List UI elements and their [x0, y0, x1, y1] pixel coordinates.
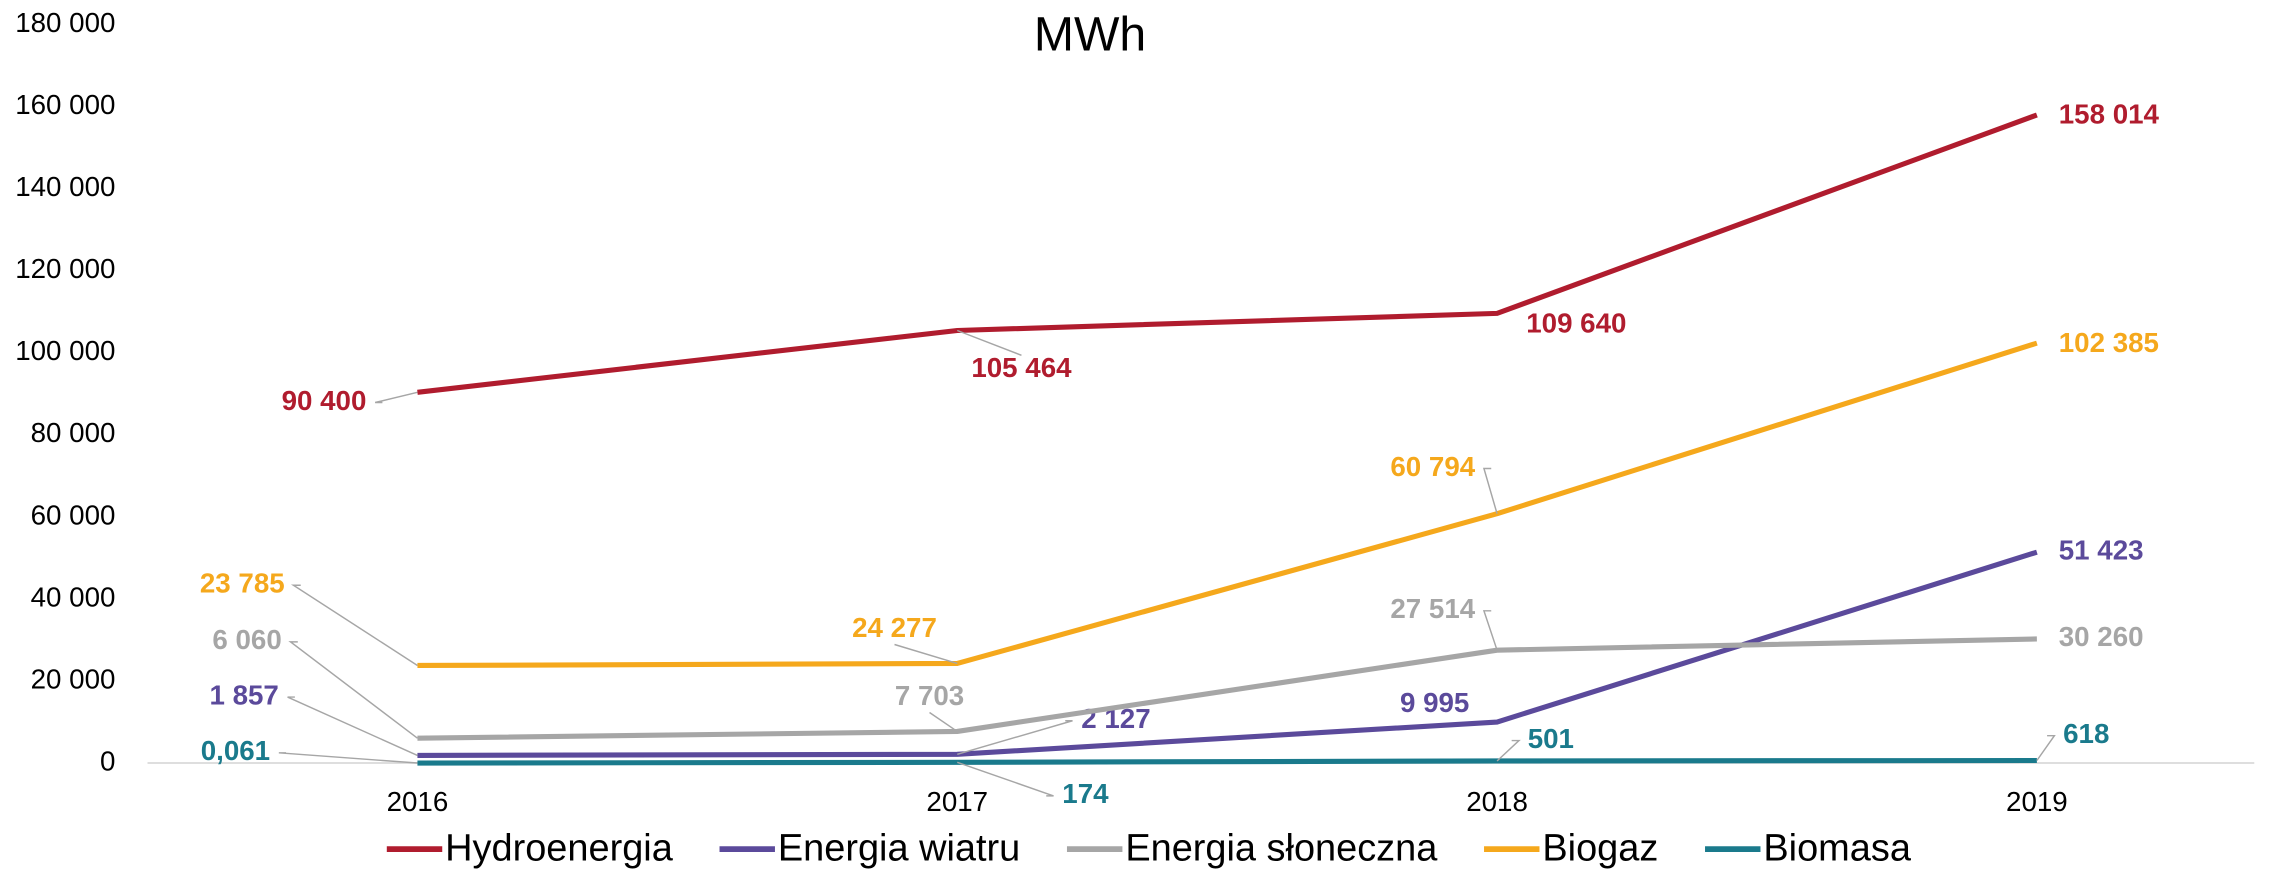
data-label: 158 014 — [2059, 99, 2160, 130]
data-label: 60 794 — [1390, 451, 1475, 482]
leader-line — [957, 720, 1073, 756]
data-label: 0,061 — [201, 735, 270, 766]
series-line — [417, 340, 2038, 669]
series-line — [417, 757, 2037, 766]
legend-label: Biomasa — [1763, 828, 1911, 870]
leader-line — [1482, 467, 1498, 514]
data-label: 51 423 — [2059, 534, 2144, 565]
x-tick-label: 2019 — [2006, 786, 2068, 817]
data-label: 501 — [1528, 723, 1574, 754]
data-label: 174 — [1062, 778, 1109, 809]
y-tick-label: 0 — [100, 745, 115, 776]
leader-line — [1482, 610, 1498, 651]
leader-line — [894, 643, 958, 665]
leader-line — [929, 711, 958, 733]
chart-title: MWh — [1034, 8, 1146, 62]
data-label: 23 785 — [200, 568, 285, 599]
x-tick-label: 2018 — [1466, 786, 1528, 817]
data-label: 30 260 — [2059, 621, 2144, 652]
data-label: 109 640 — [1526, 307, 1626, 338]
leader-line — [288, 641, 418, 739]
series-line — [417, 636, 2037, 741]
data-label: 105 464 — [971, 352, 1072, 383]
y-tick-label: 120 000 — [15, 253, 115, 284]
leader-line — [957, 761, 1054, 797]
legend-label: Energia wiatru — [778, 828, 1020, 870]
series-line — [417, 549, 2038, 758]
data-label: 6 060 — [212, 624, 281, 655]
legend-label: Energia słoneczna — [1125, 828, 1438, 870]
leader-line — [287, 696, 418, 757]
data-label: 7 703 — [895, 680, 964, 711]
data-label: 9 995 — [1400, 687, 1469, 718]
data-label: 102 385 — [2059, 327, 2159, 358]
leader-line — [956, 329, 1022, 356]
legend-label: Biogaz — [1542, 828, 1658, 870]
y-tick-label: 140 000 — [15, 171, 115, 202]
x-tick-label: 2016 — [387, 786, 449, 817]
leader-line — [290, 584, 418, 667]
data-label: 1 857 — [209, 679, 278, 710]
data-label: 618 — [2063, 718, 2109, 749]
y-tick-label: 100 000 — [15, 335, 115, 366]
x-tick-label: 2017 — [926, 786, 988, 817]
y-tick-label: 80 000 — [31, 417, 116, 448]
data-label: 24 277 — [852, 612, 937, 643]
y-tick-label: 160 000 — [15, 89, 115, 120]
legend-label: Hydroenergia — [445, 828, 674, 870]
y-tick-label: 40 000 — [31, 581, 116, 612]
leader-line — [2036, 734, 2056, 761]
data-label: 90 400 — [282, 385, 367, 416]
y-tick-label: 180 000 — [15, 7, 115, 38]
leader-line — [278, 752, 418, 764]
leader-line — [374, 391, 418, 404]
leader-line — [1496, 739, 1521, 762]
series-line — [417, 112, 2038, 395]
y-tick-label: 60 000 — [31, 499, 116, 530]
data-label: 27 514 — [1390, 593, 1475, 624]
y-tick-label: 20 000 — [31, 663, 116, 694]
